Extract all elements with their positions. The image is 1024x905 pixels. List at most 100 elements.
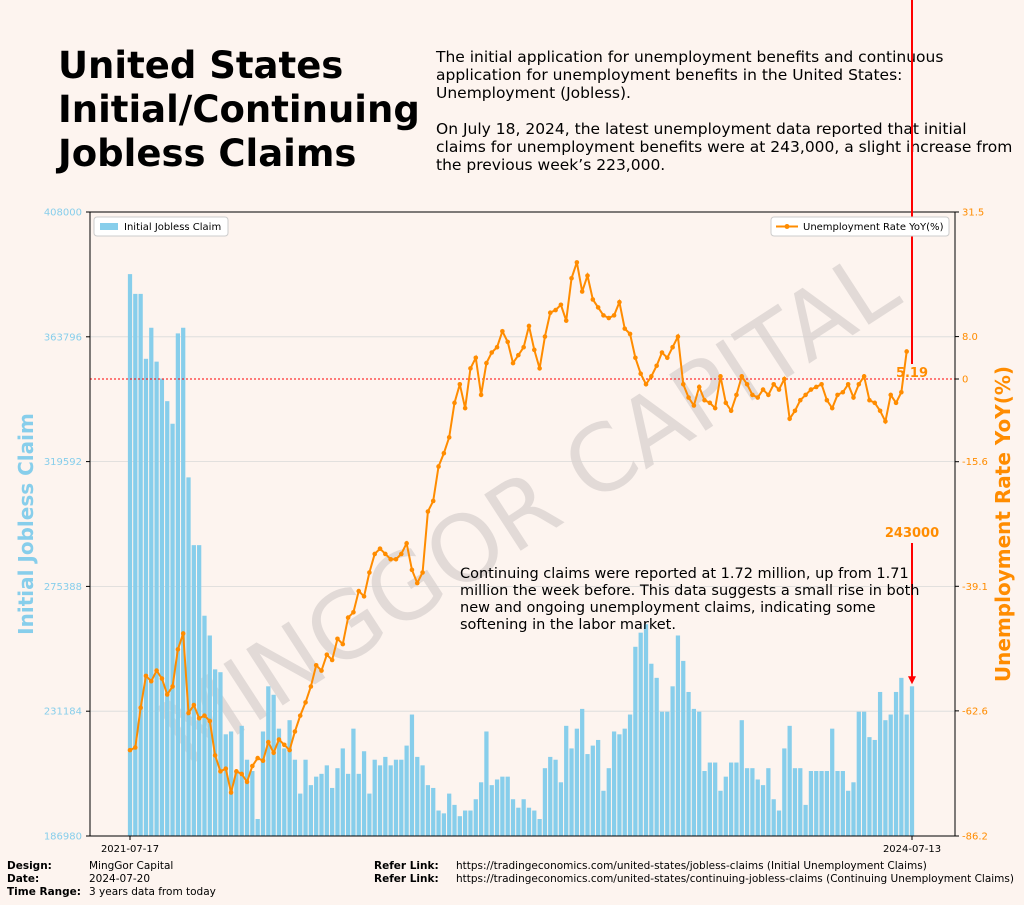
bar [537,819,542,836]
line-point [744,382,750,387]
bar [244,759,250,836]
bar [819,771,824,836]
line-point [766,392,771,398]
line-point [494,344,500,350]
bar [447,793,452,836]
line-point [239,771,245,777]
bar [415,756,420,836]
line-point [611,313,617,318]
bar [729,762,734,836]
left-tick-label: 408000 [44,208,82,219]
line-point [250,763,255,769]
line-point [813,384,819,390]
bar [510,799,516,836]
bar [473,799,478,836]
bar [276,728,282,836]
bar [441,813,446,836]
bar [149,327,154,836]
line-point [808,387,814,392]
bar [197,545,202,836]
bar [814,771,819,836]
bar [324,765,329,836]
bar [218,672,223,836]
bar [383,756,388,836]
bar [691,708,697,836]
bar [718,790,723,836]
line-point [207,718,213,724]
bar [170,423,175,836]
line-point [563,318,569,323]
bar [314,776,319,836]
line-point [468,366,473,371]
bar [888,714,893,836]
line-point [664,355,670,361]
line-point [877,408,883,414]
bar [478,782,484,836]
right-axis-label: Unemployment Rate YoY(%) [991,366,1015,682]
right-tick-label: -15.6 [962,457,988,468]
bar [303,759,308,836]
line-point [186,710,191,716]
line-point [372,551,378,557]
bar [665,711,670,836]
line-point [255,755,260,761]
right-tick-label: 8.0 [962,332,978,343]
date-label: Date: [7,873,40,885]
footer-meta: Design: MingGor Capital Date: 2024-07-20 T… [7,860,216,899]
design-label: Design: [7,860,52,872]
line-point [654,363,659,369]
line-point [787,416,792,422]
line-point [638,371,643,376]
line-point [851,395,856,400]
bar [553,759,558,836]
line-point [500,328,505,334]
line-point [276,737,282,742]
line-point [399,551,404,557]
line-point [191,702,197,708]
legend-line-marker [784,224,790,229]
right-tick-label: -39.1 [962,582,988,593]
line-point [414,580,420,586]
refer-link-2[interactable]: https://tradingeconomics.com/united-stat… [456,873,1014,885]
bar [452,804,457,836]
line-point [899,389,904,395]
line-point [420,570,425,575]
bar [750,768,755,836]
line-point [234,769,239,774]
line-point [547,310,553,316]
bar [330,787,335,836]
line-point [702,397,707,403]
line-point [297,713,303,718]
line-point [723,400,729,406]
refer-link-1[interactable]: https://tradingeconomics.com/united-stat… [456,860,927,872]
line-point [893,400,899,406]
bar [872,739,877,836]
bar [127,274,133,836]
line-point [335,636,340,642]
refer-link-label-2: Refer Link: [374,873,439,885]
line-point [202,713,207,718]
bar [298,793,303,836]
line-point [601,313,606,318]
line-point [351,609,356,615]
footer-links: Refer Link: https://tradingeconomics.com/… [374,860,1014,886]
line-point [430,498,436,504]
line-point [712,405,718,411]
chart-labels: 243000 5.19 [885,0,939,685]
line-point [627,331,633,337]
bar [734,762,739,836]
bar [143,358,149,836]
bar [574,728,579,836]
bar [228,731,234,836]
bar [159,378,165,836]
bar [186,477,191,836]
bar [803,804,808,836]
line-point [595,305,601,310]
bar [377,765,383,836]
bar [755,779,760,836]
line-point [287,747,292,753]
line-point [835,392,840,398]
bar [133,293,138,836]
bar [526,807,532,836]
bar [234,771,239,836]
